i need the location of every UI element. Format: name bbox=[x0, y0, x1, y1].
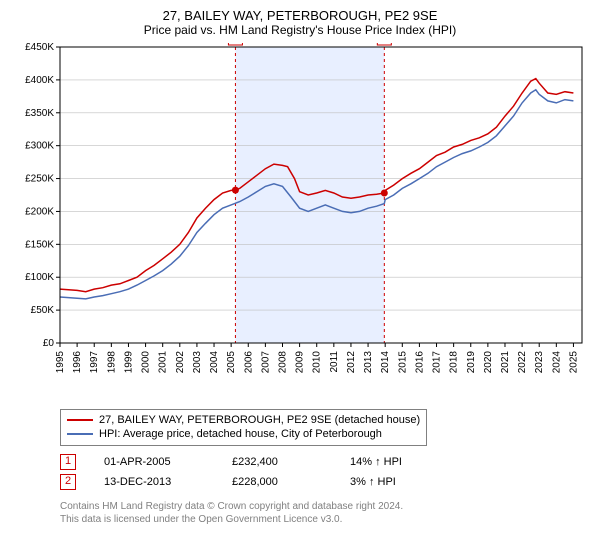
svg-text:£200K: £200K bbox=[25, 206, 54, 217]
sale-badge: 1 bbox=[60, 454, 76, 470]
svg-text:2023: 2023 bbox=[534, 351, 545, 374]
legend: 27, BAILEY WAY, PETERBOROUGH, PE2 9SE (d… bbox=[60, 409, 427, 446]
svg-text:2003: 2003 bbox=[192, 351, 203, 374]
subtitle: Price paid vs. HM Land Registry's House … bbox=[12, 23, 588, 37]
svg-text:1997: 1997 bbox=[89, 351, 100, 374]
svg-text:2004: 2004 bbox=[209, 351, 220, 374]
svg-text:2024: 2024 bbox=[551, 351, 562, 374]
svg-text:2: 2 bbox=[382, 43, 388, 44]
svg-text:2001: 2001 bbox=[158, 351, 169, 374]
sale-price: £232,400 bbox=[232, 456, 322, 468]
svg-text:2009: 2009 bbox=[295, 351, 306, 374]
svg-text:1999: 1999 bbox=[123, 351, 134, 374]
svg-text:2002: 2002 bbox=[175, 351, 186, 374]
svg-text:£450K: £450K bbox=[25, 43, 54, 53]
svg-text:2010: 2010 bbox=[312, 351, 323, 374]
legend-row: HPI: Average price, detached house, City… bbox=[67, 427, 420, 441]
line-chart: £0 £50K £100K £150K £200K £250K £300K £350K £400… bbox=[12, 43, 588, 403]
svg-text:2016: 2016 bbox=[414, 351, 425, 374]
svg-text:2019: 2019 bbox=[466, 351, 477, 374]
svg-text:£100K: £100K bbox=[25, 272, 54, 283]
svg-text:2021: 2021 bbox=[500, 351, 511, 374]
svg-text:£50K: £50K bbox=[31, 305, 55, 316]
svg-text:1995: 1995 bbox=[55, 351, 66, 374]
svg-text:2006: 2006 bbox=[243, 351, 254, 374]
sale-delta: 14% ↑ HPI bbox=[350, 456, 402, 468]
svg-text:£400K: £400K bbox=[25, 75, 54, 86]
svg-text:2005: 2005 bbox=[226, 351, 237, 374]
svg-text:1996: 1996 bbox=[72, 351, 83, 374]
footnote-1: Contains HM Land Registry data © Crown c… bbox=[60, 500, 588, 513]
svg-text:1998: 1998 bbox=[106, 351, 117, 374]
svg-text:£0: £0 bbox=[43, 338, 55, 349]
svg-text:2014: 2014 bbox=[380, 351, 391, 374]
legend-swatch bbox=[67, 419, 93, 421]
title: 27, BAILEY WAY, PETERBOROUGH, PE2 9SE bbox=[12, 8, 588, 23]
svg-text:2008: 2008 bbox=[277, 351, 288, 374]
sale-delta: 3% ↑ HPI bbox=[350, 476, 396, 488]
sale-badge: 2 bbox=[60, 474, 76, 490]
svg-text:2013: 2013 bbox=[363, 351, 374, 374]
sale-row: 2 13-DEC-2013 £228,000 3% ↑ HPI bbox=[60, 474, 588, 490]
svg-text:2011: 2011 bbox=[329, 351, 340, 373]
svg-text:£300K: £300K bbox=[25, 141, 54, 152]
chart-area: £0 £50K £100K £150K £200K £250K £300K £350K £400… bbox=[12, 43, 588, 403]
svg-text:2015: 2015 bbox=[397, 351, 408, 374]
legend-label: HPI: Average price, detached house, City… bbox=[99, 427, 382, 441]
sale-date: 01-APR-2005 bbox=[104, 456, 204, 468]
sale-price: £228,000 bbox=[232, 476, 322, 488]
svg-text:1: 1 bbox=[233, 43, 239, 44]
svg-text:2025: 2025 bbox=[568, 351, 579, 374]
svg-text:2018: 2018 bbox=[449, 351, 460, 374]
legend-label: 27, BAILEY WAY, PETERBOROUGH, PE2 9SE (d… bbox=[99, 413, 420, 427]
svg-text:2017: 2017 bbox=[432, 351, 443, 374]
sale-date: 13-DEC-2013 bbox=[104, 476, 204, 488]
svg-text:2022: 2022 bbox=[517, 351, 528, 374]
svg-text:2012: 2012 bbox=[346, 351, 357, 374]
sale-row: 1 01-APR-2005 £232,400 14% ↑ HPI bbox=[60, 454, 588, 470]
svg-text:£150K: £150K bbox=[25, 239, 54, 250]
svg-text:£250K: £250K bbox=[25, 174, 54, 185]
footnote-2: This data is licensed under the Open Gov… bbox=[60, 513, 588, 526]
svg-text:2000: 2000 bbox=[141, 351, 152, 374]
legend-swatch bbox=[67, 433, 93, 435]
svg-text:2020: 2020 bbox=[483, 351, 494, 374]
chart-container: 27, BAILEY WAY, PETERBOROUGH, PE2 9SE Pr… bbox=[0, 0, 600, 560]
footnote: Contains HM Land Registry data © Crown c… bbox=[60, 500, 588, 526]
legend-row: 27, BAILEY WAY, PETERBOROUGH, PE2 9SE (d… bbox=[67, 413, 420, 427]
svg-text:2007: 2007 bbox=[260, 351, 271, 374]
svg-text:£350K: £350K bbox=[25, 108, 54, 119]
